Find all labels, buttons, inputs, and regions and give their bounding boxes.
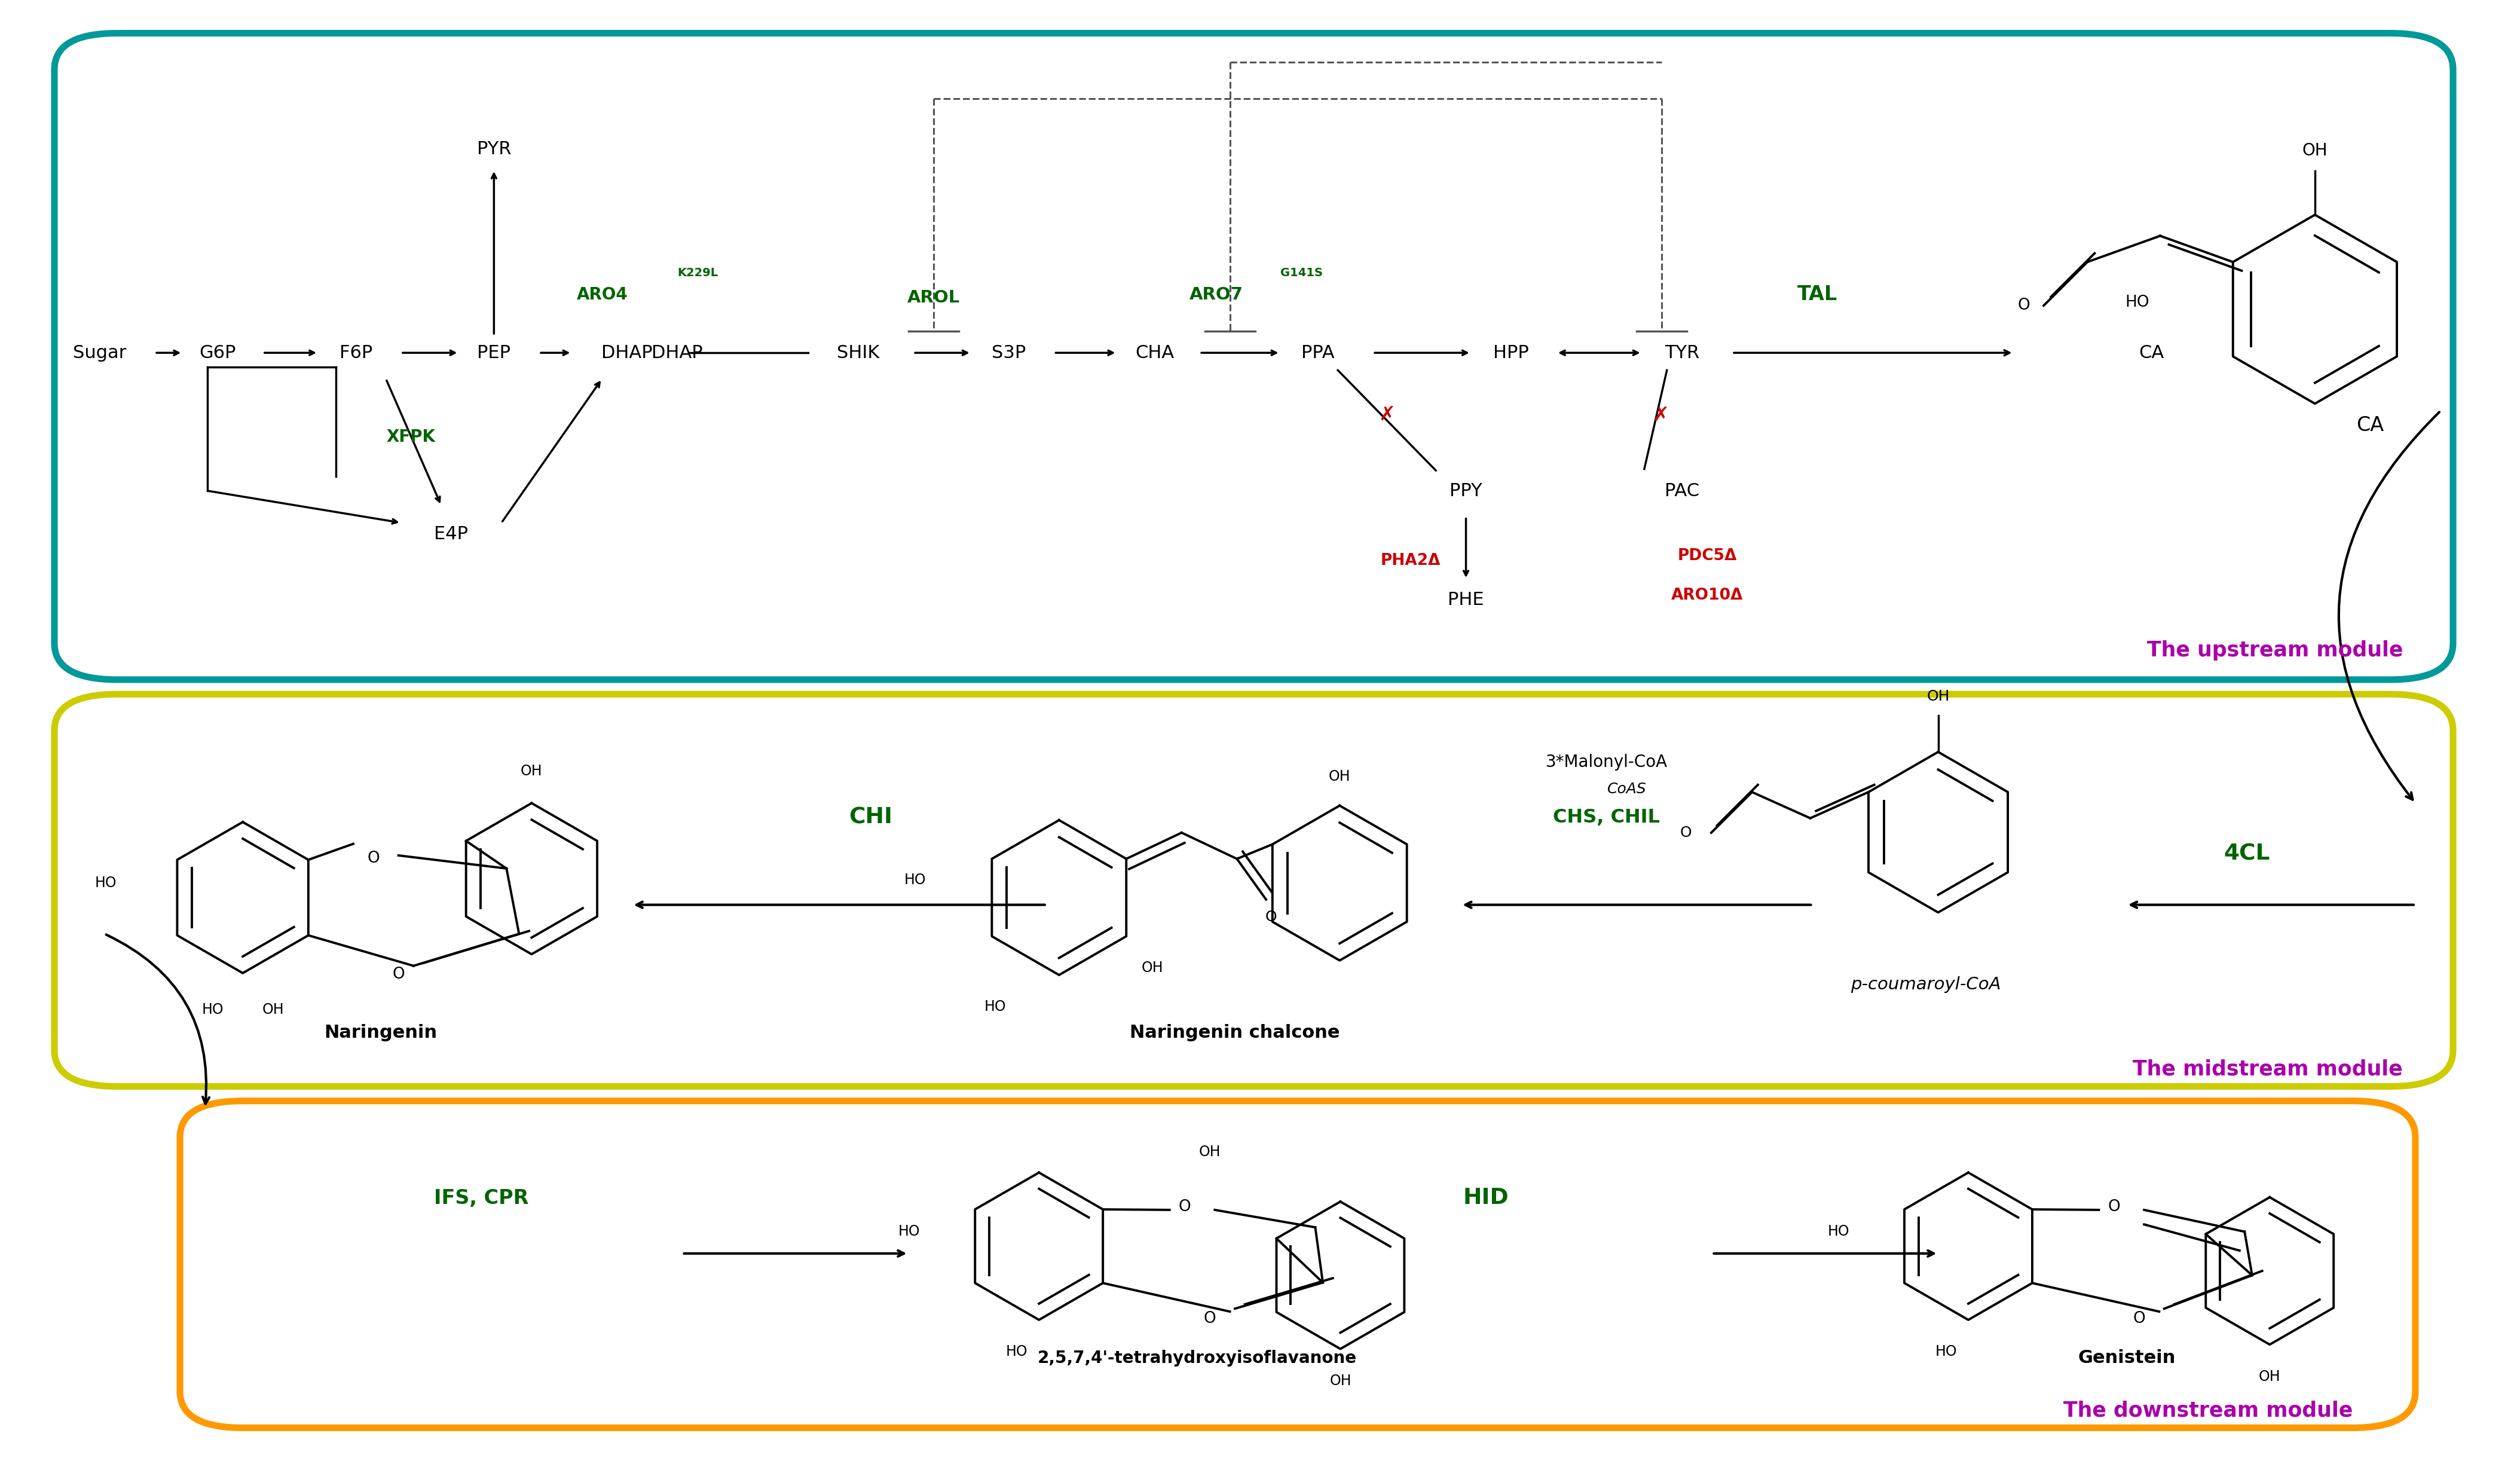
Text: O: O	[1681, 825, 1691, 840]
Text: AROL: AROL	[907, 289, 960, 305]
Text: CHI: CHI	[849, 806, 892, 828]
Text: Naringenin: Naringenin	[325, 1024, 438, 1042]
Text: The midstream module: The midstream module	[2132, 1059, 2404, 1080]
Text: PHE: PHE	[1449, 592, 1484, 608]
Text: HO: HO	[1827, 1224, 1850, 1239]
Text: OH: OH	[2303, 143, 2328, 159]
Text: -: -	[746, 343, 753, 362]
Text: XFPK: XFPK	[386, 428, 436, 446]
Text: O: O	[2107, 1199, 2119, 1214]
Text: K229L: K229L	[678, 267, 718, 279]
Text: ✗: ✗	[1653, 405, 1668, 425]
Text: Genistein: Genistein	[2076, 1350, 2175, 1366]
Text: S3P: S3P	[993, 345, 1026, 361]
Text: G141S: G141S	[1280, 267, 1323, 279]
Text: HO: HO	[985, 999, 1005, 1014]
Text: CoAS: CoAS	[1608, 782, 1646, 796]
Text: OH: OH	[1328, 770, 1351, 783]
Text: CHS, CHIL: CHS, CHIL	[1552, 808, 1661, 827]
Text: PEP: PEP	[476, 345, 512, 361]
Text: HO: HO	[1005, 1344, 1028, 1359]
Text: HO: HO	[202, 1002, 224, 1017]
Text: PDC5Δ: PDC5Δ	[1678, 548, 1736, 564]
Text: IFS, CPR: IFS, CPR	[433, 1188, 529, 1208]
Text: F6P: F6P	[340, 345, 373, 361]
Text: O: O	[2132, 1311, 2145, 1327]
Text: CA: CA	[2356, 415, 2384, 435]
Text: TAL: TAL	[1797, 285, 1837, 304]
Text: G6P: G6P	[199, 345, 237, 361]
Text: HO: HO	[905, 874, 927, 887]
Text: The downstream module: The downstream module	[2064, 1400, 2354, 1420]
Text: OH: OH	[1200, 1144, 1220, 1159]
Text: Naringenin chalcone: Naringenin chalcone	[1129, 1024, 1341, 1042]
Text: PPY: PPY	[1449, 482, 1482, 500]
Text: OH: OH	[262, 1002, 285, 1017]
Text: p-coumaroyl-CoA: p-coumaroyl-CoA	[1850, 976, 2001, 993]
Text: ARO7: ARO7	[1189, 286, 1242, 302]
Text: O: O	[2019, 298, 2029, 313]
Text: DHAP: DHAP	[602, 345, 653, 361]
Text: OH: OH	[1142, 960, 1164, 974]
Text: 4CL: 4CL	[2225, 843, 2271, 865]
Text: O: O	[393, 967, 406, 982]
Text: O: O	[1179, 1199, 1192, 1214]
Text: PYR: PYR	[476, 140, 512, 158]
Text: OH: OH	[1928, 690, 1950, 704]
Text: O: O	[1205, 1311, 1217, 1327]
Text: HID: HID	[1464, 1188, 1509, 1210]
Text: E4P: E4P	[433, 526, 469, 543]
Text: Sugar: Sugar	[73, 345, 126, 361]
Text: O: O	[1265, 910, 1278, 925]
Text: SHIK: SHIK	[837, 345, 879, 361]
Text: O: O	[368, 850, 381, 866]
Text: PAC: PAC	[1666, 482, 1698, 500]
Text: OH: OH	[1331, 1373, 1351, 1388]
Text: DHAP: DHAP	[653, 345, 703, 361]
Text: HO: HO	[897, 1224, 920, 1239]
Text: PPA: PPA	[1300, 345, 1336, 361]
Text: 2,5,7,4'-tetrahydroxyisoflavanone: 2,5,7,4'-tetrahydroxyisoflavanone	[1038, 1350, 1356, 1366]
Text: HO: HO	[2124, 295, 2150, 310]
Text: TYR: TYR	[1666, 345, 1698, 361]
Text: ✗: ✗	[1378, 405, 1396, 424]
Text: OH: OH	[2258, 1369, 2281, 1384]
Text: CHA: CHA	[1134, 345, 1174, 361]
Text: The upstream module: The upstream module	[2147, 640, 2404, 660]
Text: ARO10Δ: ARO10Δ	[1671, 587, 1744, 603]
Text: HO: HO	[96, 875, 116, 890]
Text: OH: OH	[522, 764, 542, 779]
Text: 3*Malonyl-CoA: 3*Malonyl-CoA	[1545, 754, 1668, 771]
Text: PHA2Δ: PHA2Δ	[1381, 552, 1441, 568]
Text: HPP: HPP	[1494, 345, 1530, 361]
Text: CA: CA	[2139, 345, 2165, 361]
Text: HO: HO	[1935, 1344, 1958, 1359]
Text: ARO4: ARO4	[577, 286, 627, 302]
